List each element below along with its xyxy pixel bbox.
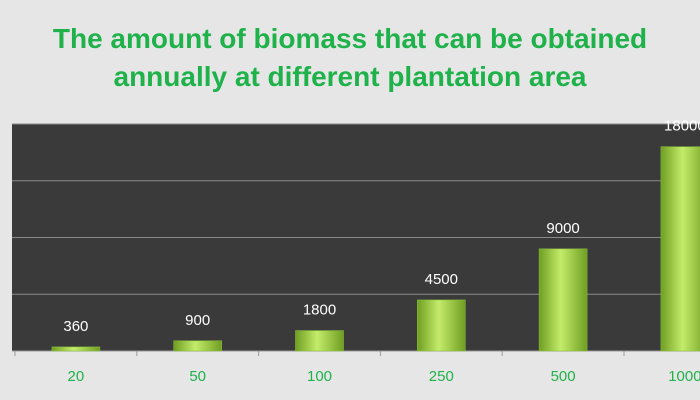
- data-label: 900: [185, 312, 210, 329]
- bar: [538, 248, 588, 352]
- bar: [51, 346, 101, 352]
- bar: [173, 340, 222, 352]
- x-tick-label: 250: [429, 368, 454, 385]
- x-tick-label: 1000: [668, 368, 700, 385]
- data-label: 9000: [546, 220, 579, 237]
- bar: [660, 146, 700, 352]
- x-tick-label: 50: [189, 368, 206, 385]
- bar: [417, 299, 466, 352]
- bar: [295, 330, 344, 352]
- x-tick-label: 20: [68, 368, 85, 385]
- x-tick-label: 100: [307, 368, 332, 385]
- data-label: 1800: [303, 302, 336, 319]
- data-label: 4500: [425, 271, 458, 288]
- data-label: 18000: [664, 118, 700, 135]
- chart-title: The amount of biomass that can be obtain…: [52, 23, 648, 92]
- data-label: 360: [63, 318, 88, 335]
- x-tick-label: 500: [551, 368, 576, 385]
